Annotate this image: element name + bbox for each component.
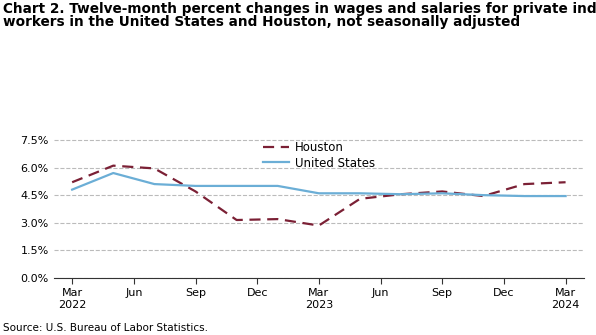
Text: Chart 2. Twelve-month percent changes in wages and salaries for private industry: Chart 2. Twelve-month percent changes in… [3,2,596,16]
Text: Source: U.S. Bureau of Labor Statistics.: Source: U.S. Bureau of Labor Statistics. [3,323,208,333]
Legend: Houston, United States: Houston, United States [258,137,380,174]
Text: workers in the United States and Houston, not seasonally adjusted: workers in the United States and Houston… [3,15,520,29]
